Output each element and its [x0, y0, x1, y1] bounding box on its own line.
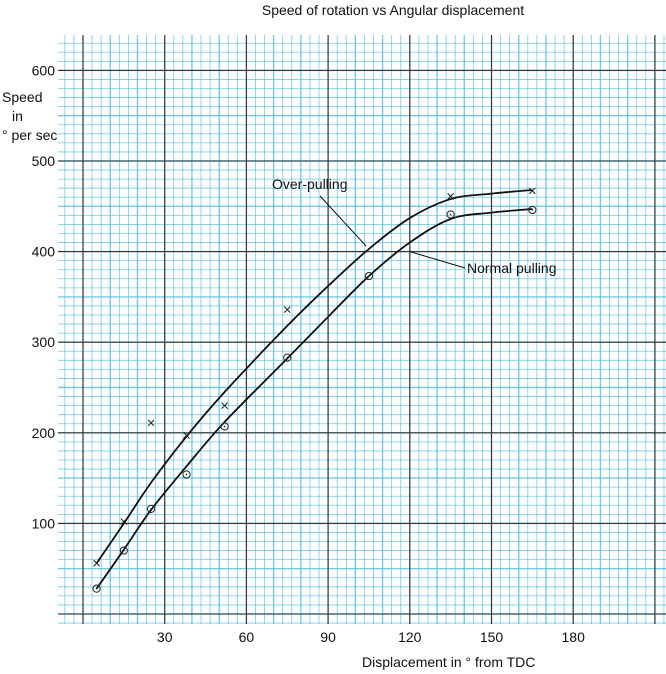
- circle-marker: [446, 210, 455, 219]
- y-tick-label: 200: [32, 425, 56, 441]
- cross-marker: [528, 187, 536, 195]
- x-axis-label: Displacement in ° from TDC: [362, 654, 536, 670]
- circle-marker: [119, 546, 128, 555]
- cross-marker: [221, 402, 228, 409]
- y-tick-label: 600: [32, 62, 56, 78]
- x-tick-label: 90: [320, 629, 336, 645]
- circle-marker: [92, 584, 101, 593]
- circle-marker: [182, 470, 191, 479]
- circle-marker: [220, 422, 229, 431]
- circle-marker-dot: [531, 209, 534, 211]
- cross-marker: [183, 432, 190, 439]
- circle-marker-dot: [286, 356, 289, 359]
- cross-marker: [93, 559, 100, 567]
- circle-marker: [283, 353, 292, 362]
- annotation-arrow-over-pulling: [319, 195, 367, 247]
- x-tick-label: 180: [562, 629, 586, 645]
- cross-marker: [120, 518, 128, 525]
- y-tick-label: 100: [32, 515, 56, 531]
- curve-normal-pulling: [95, 208, 533, 590]
- annotation-arrow-normal-pulling: [409, 251, 466, 269]
- x-tick-label: 30: [157, 629, 173, 645]
- circle-marker-dot: [150, 508, 152, 510]
- circle-marker: [146, 504, 156, 514]
- x-tick-label: 150: [480, 629, 504, 645]
- circle-marker: [528, 205, 537, 215]
- circle-marker-dot: [123, 549, 125, 552]
- x-tick-label: 120: [398, 629, 422, 645]
- circle-marker-dot: [223, 425, 226, 428]
- y-tick-label: 500: [32, 153, 56, 169]
- chart-title: Speed of rotation vs Angular displacemen…: [261, 2, 525, 18]
- circle-marker: [364, 271, 374, 281]
- curve-over-pulling: [95, 189, 533, 564]
- y-tick-label: 300: [32, 334, 56, 350]
- x-tick-label: 60: [239, 629, 255, 645]
- cross-marker: [283, 306, 291, 313]
- y-axis-label-line-3: ° per sec: [2, 127, 58, 143]
- circle-marker-dot: [368, 275, 370, 277]
- y-tick-label: 400: [32, 244, 56, 260]
- cross-marker: [147, 419, 155, 427]
- circle-marker-dot: [449, 213, 452, 216]
- annotation-normal-pulling: Normal pulling: [467, 260, 557, 276]
- y-axis-label: Speed in ° per sec: [2, 88, 57, 145]
- annotation-over-pulling: Over-pulling: [272, 176, 348, 192]
- cross-marker: [447, 192, 455, 200]
- y-axis-label-line-2: in: [12, 108, 23, 124]
- circle-marker-dot: [95, 587, 98, 590]
- y-axis-label-line-1: Speed: [2, 89, 43, 105]
- circle-marker-dot: [185, 473, 188, 476]
